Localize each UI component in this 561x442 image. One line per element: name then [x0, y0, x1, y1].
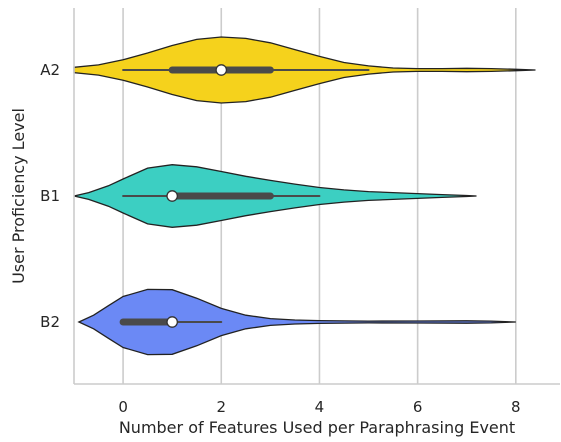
x-tick-label: 2	[216, 398, 226, 416]
violin-B1	[73, 164, 477, 228]
axes-spines	[73, 8, 560, 385]
median-marker	[215, 64, 228, 76]
median-marker	[166, 190, 179, 202]
median-marker	[166, 316, 179, 328]
x-tick-label: 0	[118, 398, 128, 416]
y-tick-label: B2	[40, 313, 60, 331]
y-tick-label: B1	[40, 187, 60, 205]
y-axis-label: User Proficiency Level	[9, 108, 28, 284]
x-tick-label: 8	[511, 398, 521, 416]
violin-A2	[73, 36, 536, 104]
y-tick-label: A2	[40, 61, 60, 79]
x-tick-labels: 0 2 4 6 8	[118, 398, 520, 416]
x-axis-label: Number of Features Used per Paraphrasing…	[119, 418, 515, 437]
violins	[73, 36, 536, 356]
x-tick-label: 4	[315, 398, 325, 416]
violin-body	[77, 288, 516, 356]
y-tick-labels: A2 B1 B2	[40, 61, 60, 331]
x-tick-label: 6	[413, 398, 423, 416]
violin-B2	[77, 288, 516, 356]
